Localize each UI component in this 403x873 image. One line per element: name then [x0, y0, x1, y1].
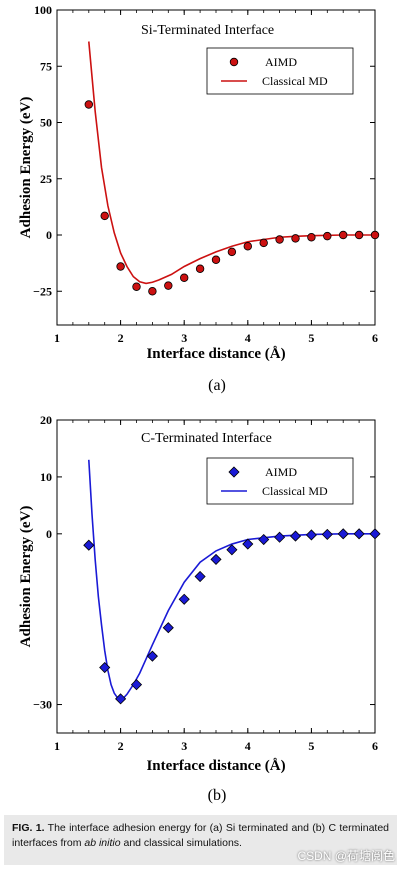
- panel-a-aimd-point: [132, 282, 141, 291]
- panel-a-aimd-point: [307, 233, 316, 242]
- panel-a-x-tick-label: 3: [181, 331, 187, 345]
- panel-b-legend-aimd-label: AIMD: [265, 465, 297, 479]
- panel-b-aimd-point: [353, 528, 365, 540]
- panel-b-x-tick-label: 4: [245, 739, 251, 753]
- caption-text-italic: ab initio: [84, 837, 121, 849]
- panel-b-x-tick-label: 3: [181, 739, 187, 753]
- panel-a-aimd-point: [148, 287, 157, 296]
- panel-a-legend-box: [206, 47, 354, 95]
- panel-a-aimd-point: [116, 262, 125, 271]
- panel-b-aimd-point: [162, 622, 174, 634]
- panel-b-y-tick-label: 20: [40, 413, 52, 427]
- caption-text-end: and classical simulations.: [120, 837, 242, 849]
- panel-a-aimd-point: [164, 281, 173, 290]
- panel-a-x-tick-label: 5: [308, 331, 314, 345]
- panel-a-y-tick-label: 0: [46, 228, 52, 242]
- panel-b-aimd-point: [115, 693, 127, 705]
- panel-a-x-axis-label: Interface distance (Å): [146, 346, 285, 362]
- panel-b-x-tick-label: 6: [372, 739, 378, 753]
- panel-b-y-tick-label: 0: [46, 527, 52, 541]
- panel-a-aimd-point: [323, 231, 332, 241]
- panel-b-aimd-point: [210, 553, 222, 565]
- panel-b-title: C-Terminated Interface: [141, 431, 272, 446]
- watermark: CSDN @荷塘阅色: [297, 849, 395, 863]
- panel-b-y-tick-label: −30: [33, 698, 52, 712]
- panel-b-aimd-point: [305, 529, 317, 541]
- panel-a-aimd-point: [227, 247, 237, 257]
- panel-a-legend-aimd-label: AIMD: [265, 55, 297, 69]
- panel-a-y-tick-label: 50: [40, 116, 52, 130]
- panel-b-x-axis-label: Interface distance (Å): [146, 758, 285, 774]
- panel-a-aimd-point: [195, 264, 205, 273]
- panel-a-y-tick-label: 25: [40, 172, 52, 186]
- panel-a-aimd-point: [84, 100, 93, 109]
- panel-a-aimd-point: [354, 230, 364, 240]
- panel-a-title: Si-Terminated Interface: [141, 23, 274, 38]
- panel-a-x-tick-label: 2: [118, 331, 124, 345]
- panel-a-aimd-point: [291, 234, 300, 243]
- panel-b-legend-classical-md-label: Classical MD: [262, 484, 328, 498]
- panel-a-x-tick-label: 1: [54, 331, 60, 345]
- panel-a-y-tick-label: 75: [40, 59, 52, 73]
- panel-b-label: (b): [208, 787, 227, 804]
- panel-b-aimd-point: [258, 533, 270, 546]
- panel-a-aimd-point: [370, 230, 380, 240]
- figure-caption: FIG. 1. The interface adhesion energy fo…: [4, 815, 397, 865]
- panel-a-aimd-point: [100, 211, 109, 221]
- panel-a-y-tick-label: −25: [33, 284, 52, 298]
- panel-b-y-axis-label: Adhesion Energy (eV): [18, 506, 34, 648]
- panel-b-aimd-point: [99, 661, 111, 674]
- panel-a-aimd-point: [211, 255, 221, 264]
- caption-text-start: The interface adhesion energy for (a) Si…: [12, 822, 390, 849]
- panel-b-legend-aimd-marker: [228, 466, 240, 478]
- panel-b-aimd-point: [274, 531, 286, 543]
- panel-b-aimd-point: [289, 530, 302, 542]
- caption-figure-label: FIG. 1.: [12, 822, 45, 834]
- panel-b-aimd-point: [194, 570, 206, 583]
- panel-b-aimd-point: [337, 528, 349, 540]
- panel-a-label: (a): [208, 377, 226, 394]
- panel-a-aimd-point: [259, 238, 268, 248]
- panel-a-legend-aimd-marker: [229, 57, 239, 67]
- panel-b-aimd-point: [226, 544, 238, 556]
- panel-a-aimd-point: [339, 230, 348, 240]
- panel-a-aimd-point: [179, 273, 189, 282]
- panel-b-aimd-point: [178, 593, 190, 605]
- panel-a-y-axis-label: Adhesion Energy (eV): [18, 97, 34, 239]
- panel-b-aimd-point: [242, 538, 254, 550]
- panel-a-aimd-point: [275, 235, 284, 244]
- panel-b-x-tick-label: 1: [54, 739, 60, 753]
- panel-b-aimd-point: [83, 539, 95, 551]
- panel-b-y-tick-label: 10: [40, 470, 52, 484]
- panel-b-aimd-point: [321, 528, 333, 540]
- panel-b-aimd-point: [369, 528, 381, 540]
- panel-a-legend-classical-md-label: Classical MD: [262, 74, 328, 88]
- panel-a-x-tick-label: 4: [245, 331, 251, 345]
- panel-a-y-tick-label: 100: [34, 3, 52, 17]
- panel-b-legend-box: [206, 457, 354, 505]
- panel-b-x-tick-label: 2: [118, 739, 124, 753]
- panel-a-x-tick-label: 6: [372, 331, 378, 345]
- panel-b-aimd-point: [146, 650, 158, 662]
- panel-b-x-tick-label: 5: [308, 739, 314, 753]
- panel-a-aimd-point: [243, 242, 252, 251]
- panel-b-aimd-point: [130, 679, 143, 691]
